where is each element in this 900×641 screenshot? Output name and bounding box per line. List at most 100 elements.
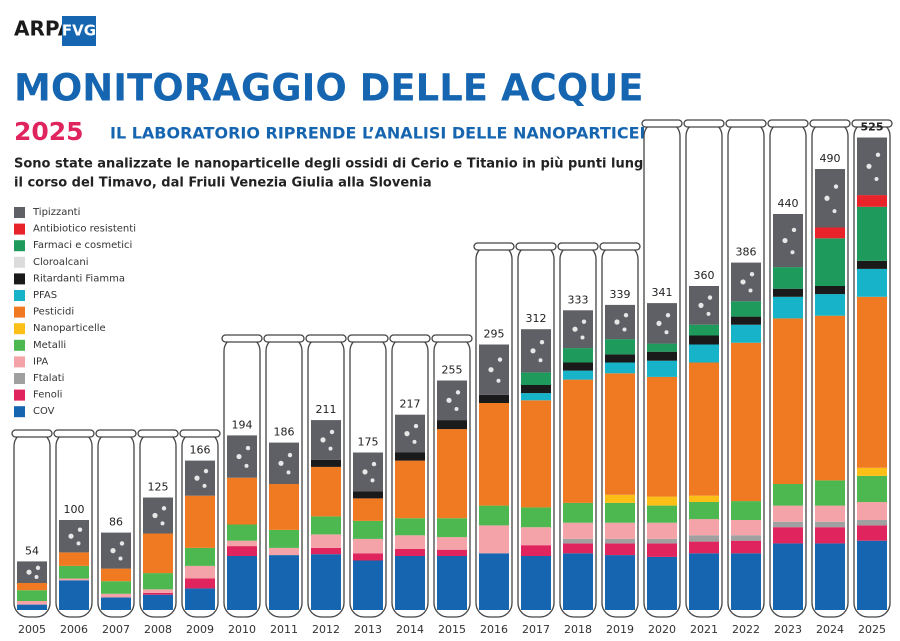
legend-label: Pesticidi [33,307,74,318]
legend-swatch [14,306,25,318]
segment [353,560,383,610]
segment [647,376,677,497]
bubble [572,326,578,332]
total-label: 295 [484,328,505,341]
tube-rim [263,334,305,343]
x-tick-label: 2015 [438,623,466,636]
segment [647,522,677,539]
segment [815,286,845,295]
segment [17,590,47,601]
bubble [110,548,116,554]
bubble [496,378,501,383]
bubble [202,483,207,488]
legend-label: Cloroalcani [33,257,89,268]
bubble [286,470,291,475]
segment [563,310,593,349]
tube-rim [11,429,53,438]
total-label: 490 [820,152,841,165]
total-label: 525 [861,121,884,134]
segment [689,324,719,336]
segment [857,475,887,502]
total-label: 100 [64,503,85,516]
segment [689,502,719,520]
bubble [875,152,881,157]
legend-label: COV [33,406,55,417]
bubble [664,330,669,335]
segment [857,296,887,468]
segment [647,556,677,610]
tube-rim [179,429,221,438]
bubble [446,397,452,403]
segment [395,535,425,549]
bubble [413,423,419,429]
segment [605,339,635,355]
segment [563,370,593,380]
segment [563,522,593,539]
segment [521,393,551,401]
segment [17,601,47,605]
segment [815,238,845,286]
bubble [118,556,123,561]
bubble [790,250,795,255]
bubble [749,272,755,277]
bubble [740,279,746,285]
legend-swatch [14,373,25,384]
segment [521,556,551,610]
tube-rim [599,242,641,251]
logo-box [62,16,96,46]
total-label: 217 [400,398,421,411]
bubble [328,446,333,451]
legend-swatch [14,240,25,252]
segment [773,484,803,506]
x-tick-label: 2006 [60,623,88,636]
segment [815,294,845,316]
bubble [194,475,200,481]
bubble [370,478,375,483]
segment [395,414,425,453]
segment [689,535,719,542]
x-tick-label: 2025 [858,623,886,636]
segment [773,288,803,297]
segment [185,547,215,566]
segment [731,501,761,520]
x-tick-label: 2007 [102,623,130,636]
tube-rim [431,334,473,343]
total-label: 186 [274,426,295,439]
total-label: 339 [610,288,631,301]
segment [101,597,131,610]
legend-swatch [14,256,25,268]
segment [227,524,257,541]
segment [689,553,719,610]
segment [815,169,845,228]
bubble [35,565,41,571]
segment [269,547,299,556]
segment [815,543,845,610]
segment [563,348,593,363]
total-label: 312 [526,312,547,325]
total-label: 386 [736,246,757,259]
segment [731,262,761,302]
segment [311,534,341,548]
segment [185,578,215,589]
bubble [623,312,629,318]
bubble [698,302,704,308]
segment [521,400,551,508]
segment [227,435,257,478]
segment [647,351,677,361]
bubble [68,533,74,539]
total-label: 333 [568,293,589,306]
segment [437,420,467,430]
segment [563,543,593,554]
segment [815,527,845,544]
segment [647,303,677,344]
segment [353,538,383,554]
segment [59,578,89,581]
segment [479,344,509,395]
tube-rim [305,334,347,343]
logo-sub: FVG [62,22,96,40]
segment [311,516,341,535]
segment [395,556,425,610]
segment [227,477,257,525]
